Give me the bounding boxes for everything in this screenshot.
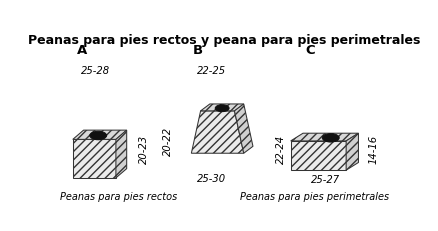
Ellipse shape: [215, 105, 229, 112]
Polygon shape: [346, 133, 358, 170]
Polygon shape: [73, 139, 116, 178]
Text: 22-24: 22-24: [276, 135, 286, 164]
Text: 25-30: 25-30: [197, 174, 226, 184]
Text: 22-25: 22-25: [197, 66, 226, 76]
Polygon shape: [201, 104, 244, 111]
Text: 14-16: 14-16: [368, 135, 378, 164]
Polygon shape: [116, 130, 127, 178]
Text: B: B: [193, 44, 203, 57]
Text: 25-28: 25-28: [81, 66, 110, 76]
Text: A: A: [78, 44, 88, 57]
Text: 25-27: 25-27: [311, 175, 340, 185]
Text: C: C: [305, 44, 315, 57]
Ellipse shape: [90, 131, 107, 140]
Polygon shape: [291, 141, 346, 170]
Polygon shape: [234, 104, 253, 153]
Text: Peanas para pies rectos y peana para pies perimetrales: Peanas para pies rectos y peana para pie…: [28, 34, 420, 47]
Ellipse shape: [322, 134, 339, 142]
Polygon shape: [191, 111, 244, 153]
Text: 20-23: 20-23: [139, 135, 149, 164]
Text: 20-22: 20-22: [162, 127, 173, 156]
Polygon shape: [73, 130, 127, 139]
Text: Peanas para pies perimetrales: Peanas para pies perimetrales: [240, 192, 389, 202]
Text: Peanas para pies rectos: Peanas para pies rectos: [60, 192, 177, 202]
Polygon shape: [291, 133, 358, 141]
